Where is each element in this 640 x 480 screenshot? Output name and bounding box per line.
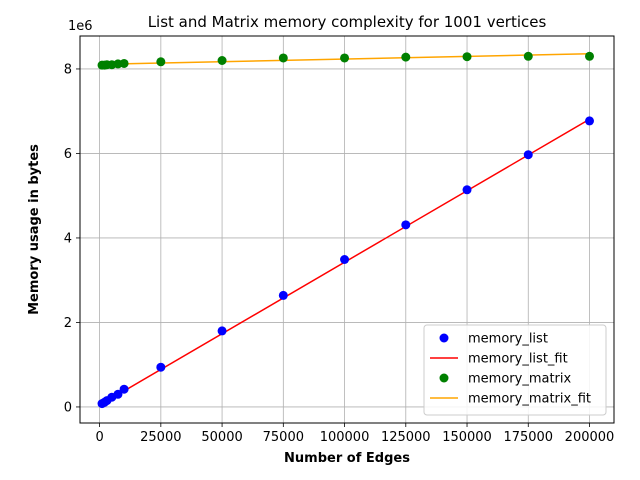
memory_list-point (156, 362, 166, 372)
memory_matrix-point (156, 57, 166, 67)
legend-box (423, 324, 607, 416)
x-axis-label: Number of Edges (284, 451, 410, 466)
memory_matrix-point (401, 52, 411, 62)
memory_list-point (119, 384, 129, 394)
x-tick-label: 25000 (140, 430, 181, 445)
memory_matrix-point (462, 52, 472, 62)
y-tick-label: 4 (64, 231, 72, 246)
y-tick-label: 6 (64, 147, 72, 162)
x-tick-label: 125000 (381, 430, 431, 445)
x-tick-label: 200000 (565, 430, 615, 445)
legend-marker-memory_list (439, 333, 449, 343)
y-tick-label: 8 (64, 62, 72, 77)
x-tick-label: 0 (95, 430, 103, 445)
memory_list-point (523, 150, 533, 160)
x-tick-label: 175000 (503, 430, 553, 445)
legend-marker-memory_matrix (439, 373, 449, 383)
axes-frame (79, 35, 615, 424)
memory_matrix-point (585, 51, 595, 61)
memory_list-point (340, 254, 350, 264)
memory_list-point (401, 220, 411, 230)
y-tick-label: 0 (64, 400, 72, 415)
x-tick-label: 150000 (442, 430, 492, 445)
legend-label: memory_matrix_fit (468, 392, 591, 407)
legend-label: memory_list_fit (468, 352, 568, 367)
y-tick-label: 2 (64, 316, 72, 331)
memory_matrix-point (340, 53, 350, 63)
memory_matrix-point (217, 56, 227, 66)
memory_list-point (113, 389, 123, 399)
memory_list-point (462, 185, 472, 195)
x-tick-label: 100000 (320, 430, 370, 445)
memory_matrix-point (119, 58, 129, 68)
y-axis-offset-label: 1e6 (68, 19, 93, 34)
memory_list-point (217, 326, 227, 336)
x-tick-label: 50000 (201, 430, 242, 445)
plot-area (97, 51, 595, 409)
memory_list-point (278, 290, 288, 300)
legend: memory_list memory_list_fit memory_matrixm… (423, 324, 607, 416)
memory_matrix-point (278, 53, 288, 63)
chart-title: List and Matrix memory complexity for 10… (148, 13, 547, 31)
legend-label: memory_matrix (468, 372, 572, 387)
memory_matrix-point (523, 51, 533, 61)
legend-label: memory_list (468, 332, 548, 347)
axis-ticks: 0 25000 50000 75000 100000 125000 150000 175000… (64, 62, 615, 445)
x-tick-label: 75000 (263, 430, 304, 445)
y-axis-label: Memory usage in bytes (27, 144, 42, 315)
memory_list-point (585, 116, 595, 126)
